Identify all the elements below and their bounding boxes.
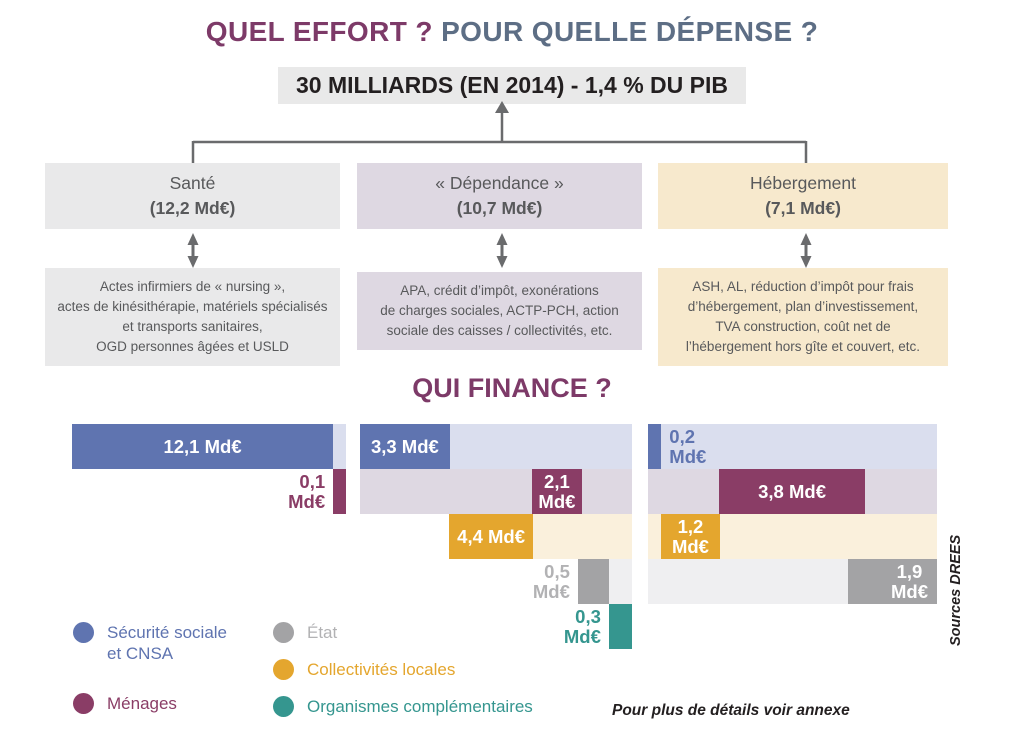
category-amount: (12,2 Md€): [149, 198, 236, 218]
bar-menages: 3,8 Md€: [719, 469, 866, 514]
category-amount: (7,1 Md€): [765, 198, 841, 218]
bar-value-label: 0,5 Md€: [532, 560, 570, 602]
bar-value-label: 0,2 Md€: [669, 425, 707, 467]
legend-column-left: Sécurité sociale et CNSA Ménages: [73, 622, 227, 714]
category-name: Santé: [169, 173, 216, 193]
total-amount-banner: 30 MILLIARDS (EN 2014) - 1,4 % DU PIB: [278, 67, 746, 104]
category-name: Hébergement: [749, 173, 857, 193]
legend-label: État: [307, 623, 338, 642]
legend-label: Sécurité sociale et CNSA: [107, 623, 228, 663]
legend-dot-etat: [273, 622, 294, 643]
bar-securite: 12,1 Md€: [72, 424, 334, 469]
bar-value-label: 3,3 Md€: [370, 435, 439, 457]
chart-column-hebergement: 0,2 Md€ 3,8 Md€ 1,2 Md€ 1,9 Md€: [648, 424, 937, 604]
legend-label: Ménages: [107, 694, 177, 713]
bar-value-label: 3,8 Md€: [758, 480, 826, 502]
chart-row: 0,3 Md€: [360, 604, 632, 649]
finance-cascade-chart: 12,1 Md€ 0,1 Md€ 3,3 Md€ 2,1 Md€ 4,4 Md€ 0,5 …: [0, 424, 1024, 654]
bar-value-label: 1,2 Md€: [671, 515, 709, 557]
legend-item-menages: Ménages: [73, 693, 227, 714]
legend-label: Organismes complémentaires: [307, 697, 533, 716]
chart-column-dependance: 3,3 Md€ 2,1 Md€ 4,4 Md€ 0,5 Md€ 0,3 Md€: [360, 424, 632, 649]
bar-collectivites: 4,4 Md€: [448, 514, 534, 559]
bar-value-label: 1,9 Md€: [890, 560, 928, 602]
section-title-qui-finance: QUI FINANCE ?: [412, 373, 612, 403]
category-name: « Dépendance »: [435, 173, 564, 193]
legend-item-organismes: Organismes complémentaires: [273, 696, 533, 717]
category-amount: (10,7 Md€): [456, 198, 543, 218]
chart-row: 12,1 Md€: [72, 424, 346, 469]
page-title: QUEL EFFORT ? POUR QUELLE DÉPENSE ?: [0, 16, 1024, 48]
bar-value-label: 0,1 Md€: [288, 470, 326, 512]
bar-securite: [648, 424, 662, 469]
bar-value-label: 0,3 Md€: [563, 605, 601, 647]
legend-column-right: État Collectivités locales Organismes comp…: [273, 622, 533, 717]
chart-row: 3,3 Md€: [360, 424, 632, 469]
legend-dot-securite: [73, 622, 94, 643]
double-arrow-icon: [496, 233, 508, 268]
chart-row: 1,9 Md€: [648, 559, 937, 604]
bar-value-label: 2,1 Md€: [538, 470, 576, 512]
legend-dot-menages: [73, 693, 94, 714]
legend-dot-collectivites: [273, 659, 294, 680]
bar-value-label: 4,4 Md€: [457, 525, 526, 547]
category-box-hebergement: Hébergement (7,1 Md€): [658, 163, 948, 229]
description-box-dependance: APA, crédit d’impôt, exonérations de cha…: [357, 272, 642, 350]
bar-menages: 2,1 Md€: [531, 469, 582, 514]
chart-row: 4,4 Md€: [360, 514, 632, 559]
chart-row: 2,1 Md€: [360, 469, 632, 514]
bar-collectivites: 1,2 Md€: [661, 514, 720, 559]
legend-dot-organismes: [273, 696, 294, 717]
chart-column-sante: 12,1 Md€ 0,1 Md€: [72, 424, 346, 514]
chart-row: 0,1 Md€: [72, 469, 346, 514]
sources-note: Sources DREES: [948, 534, 964, 646]
page-title-effort: QUEL EFFORT ?: [205, 16, 433, 47]
bar-menages: [333, 469, 346, 514]
double-arrow-icon: [800, 233, 812, 268]
bar-track: [648, 424, 937, 469]
bar-securite: 3,3 Md€: [360, 424, 450, 469]
bar-organismes: [608, 604, 632, 649]
category-box-sante: Santé (12,2 Md€): [45, 163, 340, 229]
chart-row: 1,2 Md€: [648, 514, 937, 559]
annex-footnote: Pour plus de détails voir annexe: [612, 702, 850, 719]
double-arrow-icon: [187, 233, 199, 268]
bar-value-label: 12,1 Md€: [163, 435, 242, 457]
bar-etat: [577, 559, 610, 604]
page-title-depense: POUR QUELLE DÉPENSE ?: [432, 16, 819, 47]
bar-etat: 1,9 Md€: [847, 559, 937, 604]
category-box-dependance: « Dépendance » (10,7 Md€): [357, 163, 642, 229]
description-box-sante: Actes infirmiers de « nursing », actes d…: [45, 268, 340, 366]
legend-item-collectivites: Collectivités locales: [273, 659, 533, 680]
chart-row: 0,5 Md€: [360, 559, 632, 604]
legend-item-etat: État: [273, 622, 533, 643]
chart-row: 0,2 Md€: [648, 424, 937, 469]
description-box-hebergement: ASH, AL, réduction d’impôt pour frais d’…: [658, 268, 948, 366]
bar-track: [360, 469, 632, 514]
chart-row: 3,8 Md€: [648, 469, 937, 514]
legend-item-securite: Sécurité sociale et CNSA: [73, 622, 227, 664]
legend-label: Collectivités locales: [307, 660, 456, 679]
